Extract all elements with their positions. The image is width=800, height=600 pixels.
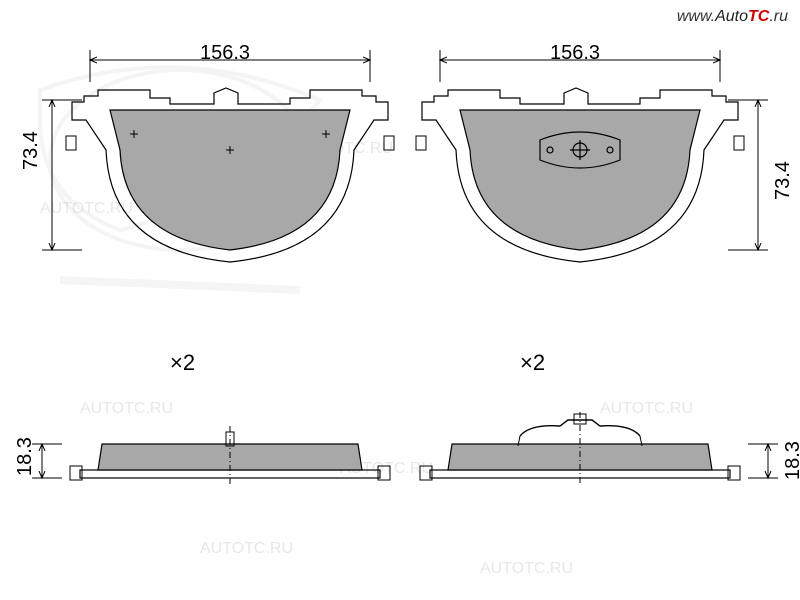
pad-front-left xyxy=(42,50,394,262)
dim-height-left: 73.4 xyxy=(20,131,43,170)
technical-drawing xyxy=(0,0,800,600)
pad-side-right xyxy=(420,412,778,486)
dim-height-right: 73.4 xyxy=(772,161,795,200)
dim-width-right: 156.3 xyxy=(550,42,600,65)
qty-left: ×2 xyxy=(170,350,195,376)
dim-thick-right: 18.3 xyxy=(782,441,800,480)
qty-right: ×2 xyxy=(520,350,545,376)
dim-width-left: 156.3 xyxy=(200,42,250,65)
pad-side-left xyxy=(32,426,390,486)
dim-thick-left: 18.3 xyxy=(14,437,37,476)
pad-front-right xyxy=(416,50,768,262)
